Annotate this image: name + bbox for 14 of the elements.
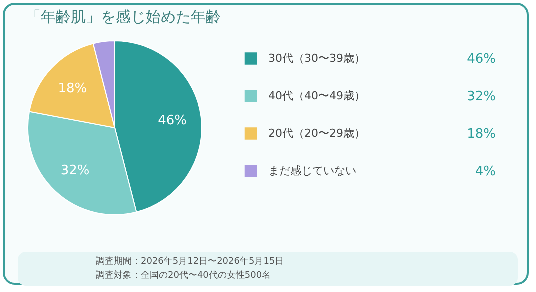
text: 46% bbox=[467, 52, 496, 67]
text: 18% bbox=[467, 126, 496, 142]
data-label: 18% bbox=[58, 81, 88, 96]
legend-label: まだ感じていない bbox=[268, 164, 356, 178]
data-label: 4% bbox=[475, 164, 496, 180]
text: 32% bbox=[467, 89, 496, 104]
data-label: 32% bbox=[60, 163, 90, 178]
legend-label: 40代（40〜49歳） bbox=[268, 89, 366, 102]
text: 調査対象：全国の20代〜40代の女性500名 bbox=[96, 270, 272, 283]
chart-title: 「年齢肌」を感じ始めた年齢 bbox=[26, 8, 221, 26]
legend-label: 30代（30〜39歳） bbox=[268, 52, 366, 65]
text: 調査期間：2026年5月12日〜2026年5月15日 bbox=[96, 256, 286, 269]
legend-label: 20代（20〜29歳） bbox=[268, 126, 366, 140]
data-label: 46% bbox=[158, 114, 187, 129]
